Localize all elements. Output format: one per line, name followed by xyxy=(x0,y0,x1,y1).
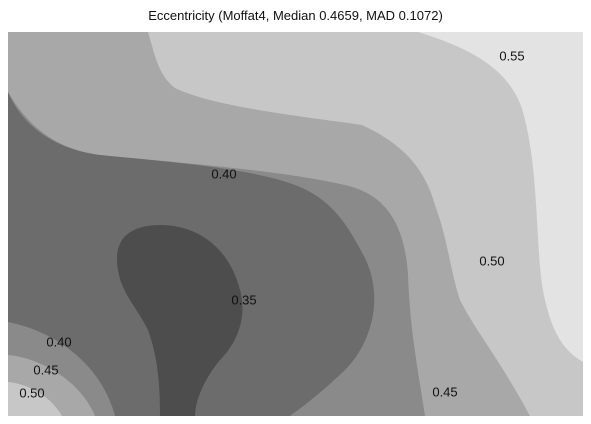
contour-label: 0.40 xyxy=(211,166,236,181)
corner-band-050-055 xyxy=(8,382,62,416)
contour-label: 0.45 xyxy=(33,362,58,377)
band-below-035 xyxy=(117,225,243,416)
contour-label: 0.50 xyxy=(19,385,44,400)
contour-label: 0.55 xyxy=(499,48,524,63)
contour-label: 0.50 xyxy=(479,253,504,268)
contour-label: 0.40 xyxy=(46,334,71,349)
chart-title: Eccentricity (Moffat4, Median 0.4659, MA… xyxy=(148,8,443,23)
contour-label: 0.35 xyxy=(231,292,256,307)
contour-label: 0.45 xyxy=(432,384,457,399)
